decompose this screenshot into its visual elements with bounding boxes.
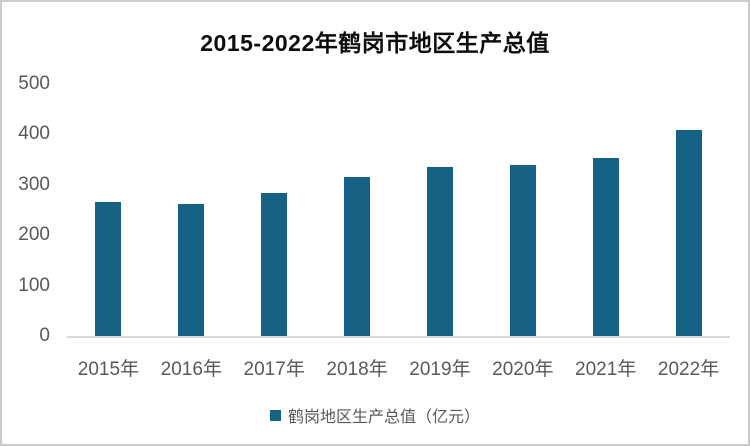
legend: 鹤岗地区生产总值（亿元） — [2, 403, 748, 427]
y-tick-label: 500 — [18, 73, 50, 94]
x-axis-line — [67, 336, 730, 338]
bar — [426, 166, 453, 336]
x-tick-label: 2021年 — [575, 359, 637, 380]
bar — [509, 164, 536, 336]
y-tick-label: 200 — [18, 224, 50, 246]
bar — [261, 193, 288, 336]
y-tick-label: 300 — [18, 173, 50, 195]
chart-title: 2015-2022年鹤岗市地区生产总值 — [200, 30, 550, 56]
x-tick-label: 2019年 — [409, 359, 471, 380]
x-tick-label: 2020年 — [492, 359, 554, 380]
x-tick-label: 2015年 — [77, 359, 140, 380]
y-tick-label: 100 — [18, 274, 50, 296]
bar — [344, 176, 371, 336]
bar — [675, 130, 702, 336]
x-axis-labels: 2015年 2016年 2017年 2018年 2019年 2020年 2021年 2022年 — [67, 354, 730, 382]
legend-label: 鹤岗地区生产总值（亿元） — [287, 409, 480, 426]
bar — [592, 157, 619, 336]
x-tick-label: 2022年 — [657, 359, 720, 380]
x-tick-label: 2018年 — [326, 359, 388, 380]
x-tick-label: 2017年 — [243, 359, 305, 380]
y-tick-label: 0 — [39, 325, 50, 346]
plot-area — [67, 84, 730, 336]
bar — [178, 203, 205, 336]
y-axis: 0 100 200 300 400 500 — [2, 73, 50, 346]
y-tick-label: 400 — [18, 123, 50, 145]
bar — [95, 202, 122, 336]
legend-swatch-icon — [269, 409, 281, 421]
x-tick-label: 2016年 — [160, 359, 222, 380]
